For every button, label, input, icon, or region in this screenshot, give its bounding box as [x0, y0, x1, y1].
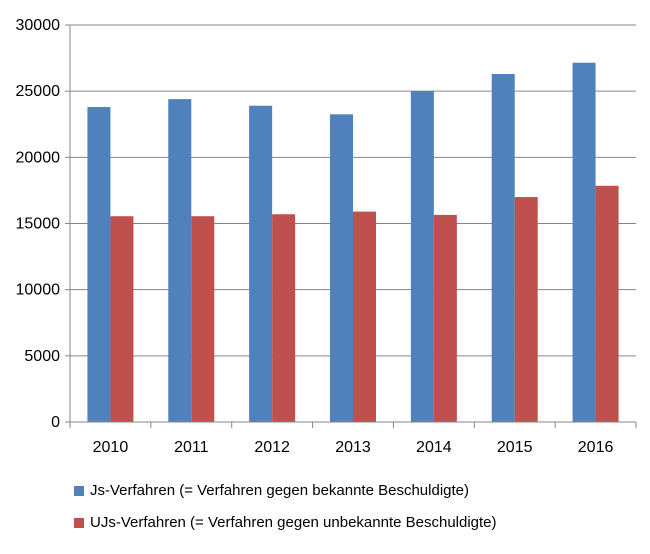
y-tick-label: 5000 [24, 348, 60, 365]
bar-ujs-2014 [433, 214, 457, 422]
bar-js-2015 [491, 73, 515, 423]
bar-js-2010 [87, 107, 111, 423]
bar-js-2011 [168, 99, 192, 423]
x-tick-label: 2016 [578, 439, 614, 456]
bar-ujs-2012 [272, 214, 296, 422]
bar-js-2013 [330, 114, 353, 422]
axes [65, 24, 637, 428]
x-tick-label: 2010 [93, 439, 129, 456]
y-tick-label: 10000 [16, 282, 61, 299]
legend-label-js: Js-Verfahren (= Verfahren gegen bekannte… [90, 482, 469, 499]
legend-swatch-js [74, 485, 84, 496]
bars [87, 62, 619, 423]
bar-js-2012 [249, 105, 273, 423]
bar-js-2014 [410, 91, 434, 423]
x-tick-label: 2012 [254, 439, 290, 456]
bar-ujs-2016 [595, 185, 619, 422]
bar-ujs-2015 [514, 197, 538, 422]
x-tick-label: 2011 [174, 439, 209, 456]
x-tick-label: 2013 [335, 439, 371, 456]
bar-ujs-2013 [353, 211, 376, 422]
x-tick-label: 2015 [497, 439, 533, 456]
bar-ujs-2011 [191, 216, 215, 422]
y-tick-label: 0 [51, 414, 60, 431]
y-tick-label: 25000 [16, 83, 61, 100]
legend-item-ujs: UJs-Verfahren (= Verfahren gegen unbekan… [74, 514, 634, 531]
x-tick-labels: 2010 2011 2012 2013 2014 2015 2016 [93, 439, 614, 456]
y-tick-label: 20000 [16, 149, 61, 166]
bar-js-2016 [572, 62, 596, 423]
bar-ujs-2010 [110, 216, 134, 422]
legend-swatch-ujs [74, 517, 84, 528]
legend-label-ujs: UJs-Verfahren (= Verfahren gegen unbekan… [90, 514, 497, 531]
y-tick-label: 15000 [16, 216, 61, 233]
legend-item-js: Js-Verfahren (= Verfahren gegen bekannte… [74, 482, 634, 499]
y-tick-label: 30000 [16, 17, 61, 34]
x-tick-label: 2014 [416, 439, 452, 456]
y-tick-labels: 0 5000 10000 15000 20000 25000 30000 [16, 17, 61, 431]
